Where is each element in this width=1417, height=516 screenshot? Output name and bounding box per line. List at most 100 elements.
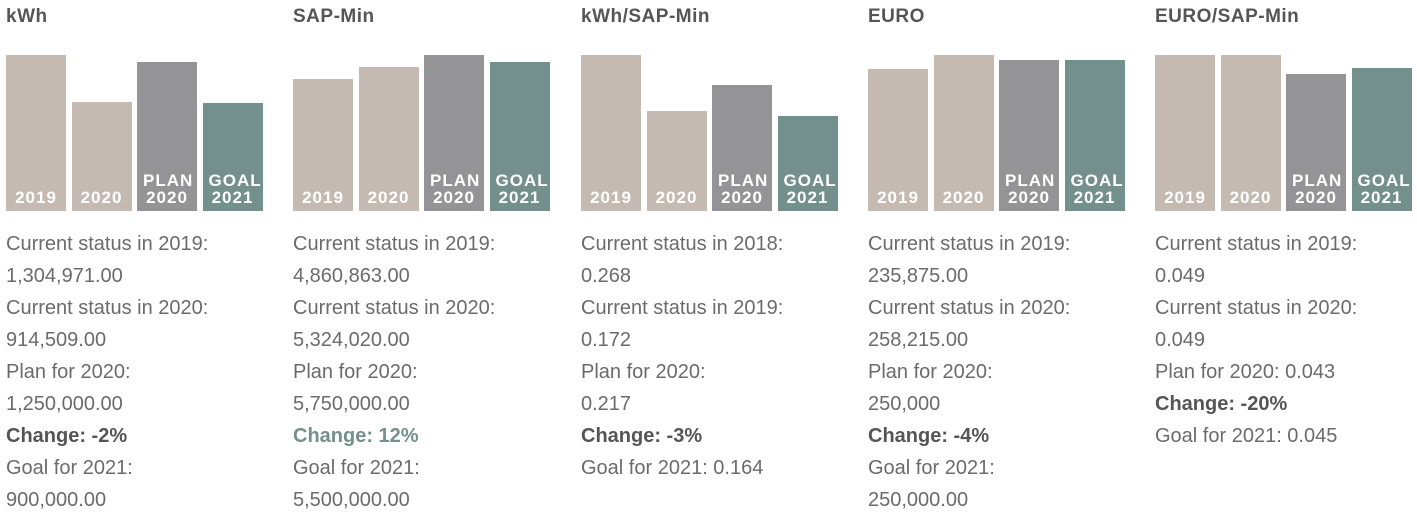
bar-label: 2019 bbox=[877, 188, 919, 207]
status-line: Current status in 2018: bbox=[581, 233, 784, 255]
status-line: Current status in 2020: bbox=[293, 297, 496, 319]
status-line: 0.049 bbox=[1155, 265, 1206, 287]
status-line: 250,000.00 bbox=[868, 489, 969, 511]
status-line: 1,304,971.00 bbox=[6, 265, 123, 287]
bar-label: 2019 bbox=[1164, 188, 1206, 207]
status-line: Plan for 2020: bbox=[6, 361, 131, 383]
status-line: Current status in 2020: bbox=[868, 297, 1071, 319]
status-line: 0.268 bbox=[581, 265, 632, 287]
status-line: Current status in 2020: bbox=[6, 297, 209, 319]
status-line: Goal for 2021: bbox=[868, 457, 995, 479]
bar: 2020 bbox=[646, 110, 707, 211]
bar-chart: 2019 2020 PLAN 2020 GOAL 2021 bbox=[6, 40, 268, 211]
status-line: Plan for 2020: bbox=[868, 361, 993, 383]
status-text: Current status in 2019: 0.049 Current stat… bbox=[1155, 228, 1417, 452]
bar-label: PLAN 2020 bbox=[1005, 171, 1056, 207]
bar-label: 2020 bbox=[367, 188, 410, 207]
bar-label: PLAN 2020 bbox=[1292, 171, 1343, 207]
bar-label: 2019 bbox=[15, 188, 57, 207]
bar-label: 2020 bbox=[1229, 188, 1272, 207]
bar-label: GOAL 2021 bbox=[1070, 171, 1124, 207]
bar-chart: 2019 2020 PLAN 2020 GOAL 2021 bbox=[293, 40, 555, 211]
kpi-card: kWh 2019 2020 PLAN 2020 GOAL 2021 Current sta… bbox=[6, 0, 268, 512]
status-line: 4,860,863.00 bbox=[293, 265, 410, 287]
status-line: 250,000 bbox=[868, 393, 941, 415]
status-line: 258,215.00 bbox=[868, 329, 969, 351]
status-text: Current status in 2019: 4,860,863.00 Curre… bbox=[293, 228, 555, 516]
status-line: Current status in 2019: bbox=[581, 297, 784, 319]
bar-label: 2020 bbox=[942, 188, 985, 207]
bar: PLAN 2020 bbox=[424, 55, 484, 211]
bar: PLAN 2020 bbox=[999, 59, 1059, 211]
status-line: Current status in 2019: bbox=[1155, 233, 1358, 255]
bar: GOAL 2021 bbox=[489, 61, 550, 211]
bar-label: PLAN 2020 bbox=[718, 171, 769, 207]
status-text: Current status in 2018: 0.268 Current stat… bbox=[581, 228, 843, 484]
status-line: 235,875.00 bbox=[868, 265, 969, 287]
status-line: 0.217 bbox=[581, 393, 632, 415]
bar: 2020 bbox=[1220, 55, 1281, 211]
status-line: 5,500,000.00 bbox=[293, 489, 410, 511]
status-line: 900,000.00 bbox=[6, 489, 107, 511]
change-text: Change: -4% bbox=[868, 425, 990, 447]
bar: 2019 bbox=[293, 79, 353, 211]
change-text: Change: -20% bbox=[1155, 393, 1288, 415]
bar: GOAL 2021 bbox=[1064, 59, 1125, 211]
bar-chart: 2019 2020 PLAN 2020 GOAL 2021 bbox=[1155, 40, 1417, 211]
bar-chart: 2019 2020 PLAN 2020 GOAL 2021 bbox=[868, 40, 1130, 211]
bar-label: 2020 bbox=[655, 188, 698, 207]
kpi-card: EURO 2019 2020 PLAN 2020 GOAL 2021 Current st… bbox=[868, 0, 1130, 512]
status-line: Current status in 2019: bbox=[293, 233, 496, 255]
status-line: 0.049 bbox=[1155, 329, 1206, 351]
status-line: Current status in 2019: bbox=[868, 233, 1071, 255]
bar-label: 2019 bbox=[302, 188, 344, 207]
status-line: Goal for 2021: bbox=[6, 457, 133, 479]
bar: 2020 bbox=[933, 55, 994, 211]
bar: PLAN 2020 bbox=[1286, 74, 1346, 211]
kpi-card: kWh/SAP-Min 2019 2020 PLAN 2020 GOAL 2021 Cur… bbox=[581, 0, 843, 512]
status-line: 1,250,000.00 bbox=[6, 393, 123, 415]
status-line: Plan for 2020: 0.043 bbox=[1155, 361, 1336, 383]
card-title: SAP-Min bbox=[293, 6, 375, 27]
bar: PLAN 2020 bbox=[712, 84, 772, 211]
status-line: 5,324,020.00 bbox=[293, 329, 410, 351]
bar-label: 2020 bbox=[80, 188, 123, 207]
change-text: Change: 12% bbox=[293, 425, 419, 447]
bar: PLAN 2020 bbox=[137, 61, 197, 211]
bar: 2019 bbox=[1155, 55, 1215, 211]
change-text: Change: -3% bbox=[581, 425, 703, 447]
status-line: Goal for 2021: 0.045 bbox=[1155, 425, 1338, 447]
status-line: Goal for 2021: bbox=[293, 457, 420, 479]
kpi-card: EURO/SAP-Min 2019 2020 PLAN 2020 GOAL 2021 Cu… bbox=[1155, 0, 1417, 512]
bar: 2019 bbox=[6, 55, 66, 211]
status-line: 0.172 bbox=[581, 329, 632, 351]
bar-label: 2019 bbox=[590, 188, 632, 207]
status-line: Plan for 2020: bbox=[581, 361, 706, 383]
kpi-card: SAP-Min 2019 2020 PLAN 2020 GOAL 2021 Current… bbox=[293, 0, 555, 512]
status-line: Current status in 2020: bbox=[1155, 297, 1358, 319]
card-title: kWh/SAP-Min bbox=[581, 6, 710, 27]
bar-label: GOAL 2021 bbox=[1357, 171, 1411, 207]
card-title: kWh bbox=[6, 6, 48, 27]
status-text: Current status in 2019: 235,875.00 Current… bbox=[868, 228, 1130, 516]
bar-chart: 2019 2020 PLAN 2020 GOAL 2021 bbox=[581, 40, 843, 211]
status-line: Current status in 2019: bbox=[6, 233, 209, 255]
status-line: Plan for 2020: bbox=[293, 361, 418, 383]
status-line: 5,750,000.00 bbox=[293, 393, 410, 415]
bar: 2019 bbox=[868, 68, 928, 211]
status-line: 914,509.00 bbox=[6, 329, 107, 351]
bar-label: PLAN 2020 bbox=[430, 171, 481, 207]
bar-label: GOAL 2021 bbox=[495, 171, 549, 207]
bar-label: GOAL 2021 bbox=[783, 171, 837, 207]
bar-label: PLAN 2020 bbox=[143, 171, 194, 207]
bar: 2020 bbox=[358, 66, 419, 211]
card-title: EURO bbox=[868, 6, 925, 27]
status-line: Goal for 2021: 0.164 bbox=[581, 457, 764, 479]
bar: 2019 bbox=[581, 55, 641, 211]
change-text: Change: -2% bbox=[6, 425, 128, 447]
bar-label: GOAL 2021 bbox=[208, 171, 262, 207]
bar: GOAL 2021 bbox=[777, 115, 838, 211]
bar: 2020 bbox=[71, 101, 132, 211]
card-title: EURO/SAP-Min bbox=[1155, 6, 1300, 27]
